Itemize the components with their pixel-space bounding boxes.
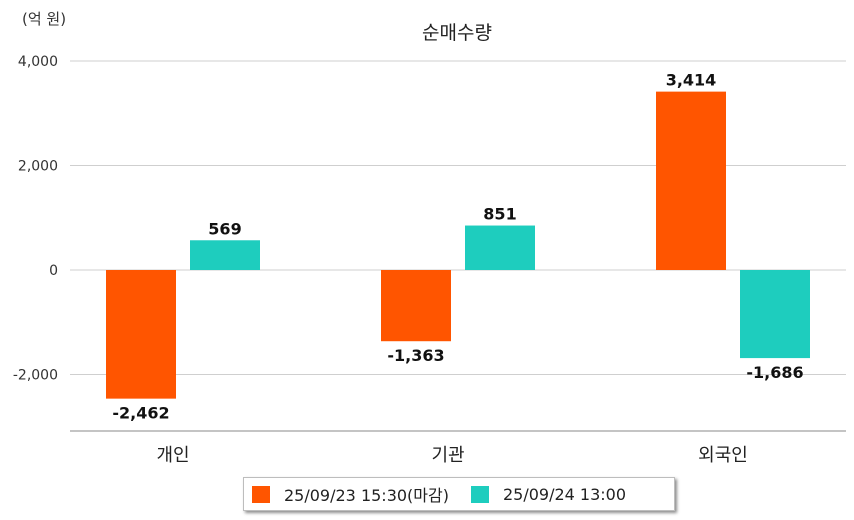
legend-swatch-series-2 <box>470 485 489 503</box>
legend-label-series-1: 25/09/23 15:30(마감) <box>284 486 449 505</box>
legend-item-series-2[interactable]: 25/09/24 13:00 <box>470 484 627 504</box>
data-label: 3,414 <box>666 71 717 90</box>
x-tick-label: 기관 <box>431 445 464 466</box>
y-tick-label: 0 <box>49 263 58 279</box>
bar <box>190 240 260 270</box>
y-tick-label: -2,000 <box>13 368 58 384</box>
bar <box>740 270 810 359</box>
bar <box>381 270 451 342</box>
legend-swatch-series-1 <box>252 485 270 503</box>
data-label: 569 <box>208 219 241 238</box>
y-tick-label: 4,000 <box>18 54 58 70</box>
chart-title: 순매수량 <box>422 22 492 44</box>
y-tick-label: 2,000 <box>18 159 58 175</box>
data-label: -1,686 <box>746 363 803 382</box>
data-label: -2,462 <box>112 404 169 423</box>
bar-chart: 4,000 2,000 0 -2,000 -2,462 -1,363 3,414 569 851… <box>13 54 846 466</box>
bar <box>656 91 726 270</box>
bar <box>106 270 176 399</box>
unit-label: (억 원) <box>22 10 67 28</box>
data-label: 851 <box>483 205 516 224</box>
legend: 25/09/23 15:30(마감) 25/09/24 13:00 <box>243 477 675 511</box>
data-label: -1,363 <box>387 346 444 365</box>
x-tick-label: 개인 <box>156 445 189 466</box>
x-tick-label: 외국인 <box>698 445 748 466</box>
bar <box>465 225 535 270</box>
legend-item-series-1[interactable]: 25/09/23 15:30(마감) <box>252 482 449 506</box>
legend-label-series-2: 25/09/24 13:00 <box>502 484 627 504</box>
